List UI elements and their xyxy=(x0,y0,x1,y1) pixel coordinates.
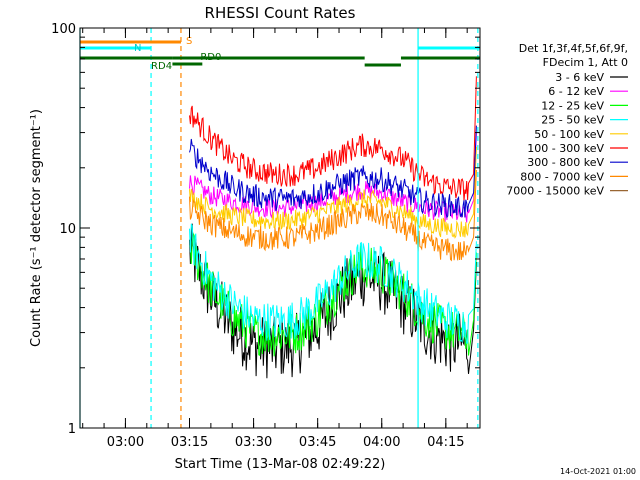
legend-entry-label: 800 - 7000 keV xyxy=(520,170,604,183)
x-tick-label: 03:45 xyxy=(299,435,336,450)
legend-entry-label: 100 - 300 keV xyxy=(527,142,604,155)
legend-entry-label: 3 - 6 keV xyxy=(555,71,604,84)
x-tick-label: 04:00 xyxy=(363,435,400,450)
legend-entry-label: 25 - 50 keV xyxy=(541,114,604,127)
x-tick-label: 04:15 xyxy=(427,435,464,450)
legend-entry-label: 6 - 12 keV xyxy=(548,85,604,98)
series-line xyxy=(189,76,477,202)
y-tick-label: 10 xyxy=(59,222,76,237)
series-line xyxy=(189,125,477,219)
state-bar-label: RD4 xyxy=(151,61,172,72)
legend-entry-label: 50 - 100 keV xyxy=(534,128,604,141)
y-tick-label: 1 xyxy=(68,422,76,437)
x-tick-label: 03:15 xyxy=(171,435,208,450)
state-bar-label: S xyxy=(186,36,192,47)
legend-header-line-2: FDecim 1, Att 0 xyxy=(543,56,628,69)
y-axis-label: Count Rate (s⁻¹ detector segment⁻¹) xyxy=(29,109,44,347)
state-bar-label: N xyxy=(134,43,141,54)
series-line xyxy=(189,223,477,345)
x-axis-label: Start Time (13-Mar-08 02:49:22) xyxy=(175,457,386,472)
state-bar-layer: S N RD4 RD0 xyxy=(80,36,480,72)
legend-entry-label: 300 - 800 keV xyxy=(527,156,604,169)
legend-entry-label: 12 - 25 keV xyxy=(541,99,604,112)
chart-title: RHESSI Count Rates xyxy=(205,4,356,22)
x-tick-label: 03:00 xyxy=(107,435,144,450)
legend: Det 1f,3f,4f,5f,6f,9f, FDecim 1, Att 0 3… xyxy=(506,42,628,198)
generation-timestamp: 14-Oct-2021 01:00 xyxy=(560,467,636,476)
series-line xyxy=(189,169,477,262)
legend-header-line-1: Det 1f,3f,4f,5f,6f,9f, xyxy=(519,42,628,55)
series-layer xyxy=(189,76,477,379)
axis-layer: 03:00 03:15 03:30 03:45 04:00 04:15 1 10 100 xyxy=(51,22,480,450)
state-bar-label: RD0 xyxy=(200,52,221,63)
x-tick-label: 03:30 xyxy=(235,435,272,450)
legend-entry-label: 7000 - 15000 keV xyxy=(506,185,604,198)
series-line xyxy=(189,146,477,239)
y-tick-label: 100 xyxy=(51,22,76,37)
